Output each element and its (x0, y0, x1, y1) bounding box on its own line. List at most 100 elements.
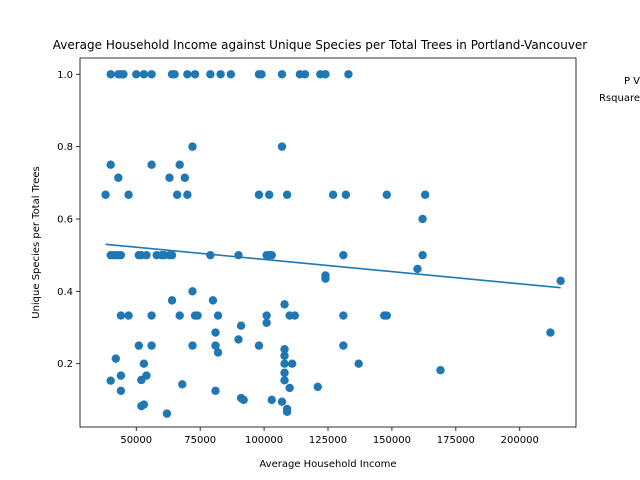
x-tick-label: 50000 (120, 435, 152, 446)
data-point (101, 190, 110, 199)
data-point (211, 341, 220, 350)
data-point (264, 190, 274, 199)
data-point (213, 348, 223, 357)
data-point (147, 311, 156, 320)
x-axis-label: Average Household Income (259, 459, 396, 470)
data-point (139, 70, 149, 79)
data-point (344, 70, 353, 79)
data-point (106, 160, 115, 169)
data-point (267, 250, 276, 260)
y-tick-label: 0.6 (57, 214, 73, 225)
data-point (313, 382, 322, 392)
data-point (188, 287, 197, 296)
data-point (162, 409, 172, 418)
data-point (170, 70, 179, 79)
data-point (188, 142, 197, 151)
data-point (116, 311, 126, 320)
data-point (134, 341, 144, 350)
data-point (339, 341, 348, 350)
x-tick-label: 125000 (309, 435, 347, 446)
data-point (420, 190, 430, 199)
data-point (183, 70, 192, 79)
data-point (213, 311, 223, 320)
data-point (339, 250, 348, 260)
data-point (280, 345, 289, 354)
x-tick-label: 150000 (373, 435, 411, 446)
data-point (175, 160, 184, 169)
data-point (116, 386, 126, 396)
points-layer (101, 70, 565, 418)
data-point (167, 250, 177, 260)
y-tick-label: 0.4 (57, 287, 73, 298)
data-point (208, 296, 218, 305)
y-tick-label: 1.0 (57, 70, 73, 81)
data-point (142, 371, 151, 380)
data-point (206, 250, 215, 260)
data-point (254, 190, 264, 199)
data-point (114, 173, 123, 182)
data-point (280, 359, 289, 368)
data-point (234, 250, 243, 260)
data-point (280, 351, 289, 360)
data-point (556, 276, 565, 286)
data-point (290, 311, 299, 320)
data-point (226, 70, 236, 79)
data-point (277, 397, 287, 406)
x-tick-label: 100000 (245, 435, 283, 446)
x-tick-label: 200000 (501, 435, 539, 446)
data-point (165, 173, 174, 182)
data-point (139, 400, 149, 409)
data-point (142, 250, 151, 260)
regression-line (105, 243, 561, 289)
data-point (239, 395, 248, 405)
data-point (341, 190, 351, 199)
data-point (382, 190, 392, 199)
data-point (147, 341, 156, 350)
data-point (354, 359, 363, 368)
data-point (262, 318, 271, 328)
data-point (236, 321, 246, 330)
data-point (183, 190, 192, 199)
data-point (382, 311, 392, 320)
data-point (106, 376, 115, 385)
data-point (257, 70, 266, 79)
regression-layer (105, 243, 561, 289)
data-point (106, 70, 115, 79)
y-tick-label: 0.2 (57, 359, 73, 370)
data-point (418, 250, 427, 260)
annotation-p-value: P V (624, 76, 640, 87)
data-point (119, 70, 128, 79)
x-axis: 50000 75000 100000 125000 150000 175000 200000 (120, 427, 539, 446)
data-point (193, 311, 202, 320)
data-point (116, 371, 126, 380)
data-point (124, 311, 133, 320)
data-point (280, 300, 289, 309)
data-point (147, 160, 156, 169)
data-point (321, 70, 330, 79)
data-point (167, 296, 177, 305)
data-point (277, 70, 287, 79)
data-point (234, 335, 243, 344)
data-point (277, 142, 287, 151)
data-point (139, 359, 149, 368)
data-point (190, 70, 200, 79)
annotation-rsquare: Rsquare (599, 93, 640, 104)
data-point (254, 341, 264, 350)
data-point (436, 366, 445, 375)
x-tick-label: 175000 (437, 435, 475, 446)
data-point (328, 190, 338, 199)
data-point (413, 264, 422, 274)
data-point (285, 383, 294, 393)
data-point (111, 354, 120, 363)
y-axis: 0.2 0.4 0.6 0.8 1.0 (57, 70, 80, 370)
data-point (124, 190, 133, 199)
data-point (172, 190, 182, 199)
data-point (267, 395, 276, 405)
x-tick-label: 75000 (184, 435, 216, 446)
data-point (300, 70, 310, 79)
data-point (188, 341, 197, 350)
data-point (262, 311, 271, 320)
data-point (206, 70, 215, 79)
